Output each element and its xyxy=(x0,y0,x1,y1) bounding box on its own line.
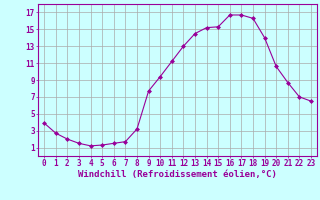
X-axis label: Windchill (Refroidissement éolien,°C): Windchill (Refroidissement éolien,°C) xyxy=(78,170,277,179)
